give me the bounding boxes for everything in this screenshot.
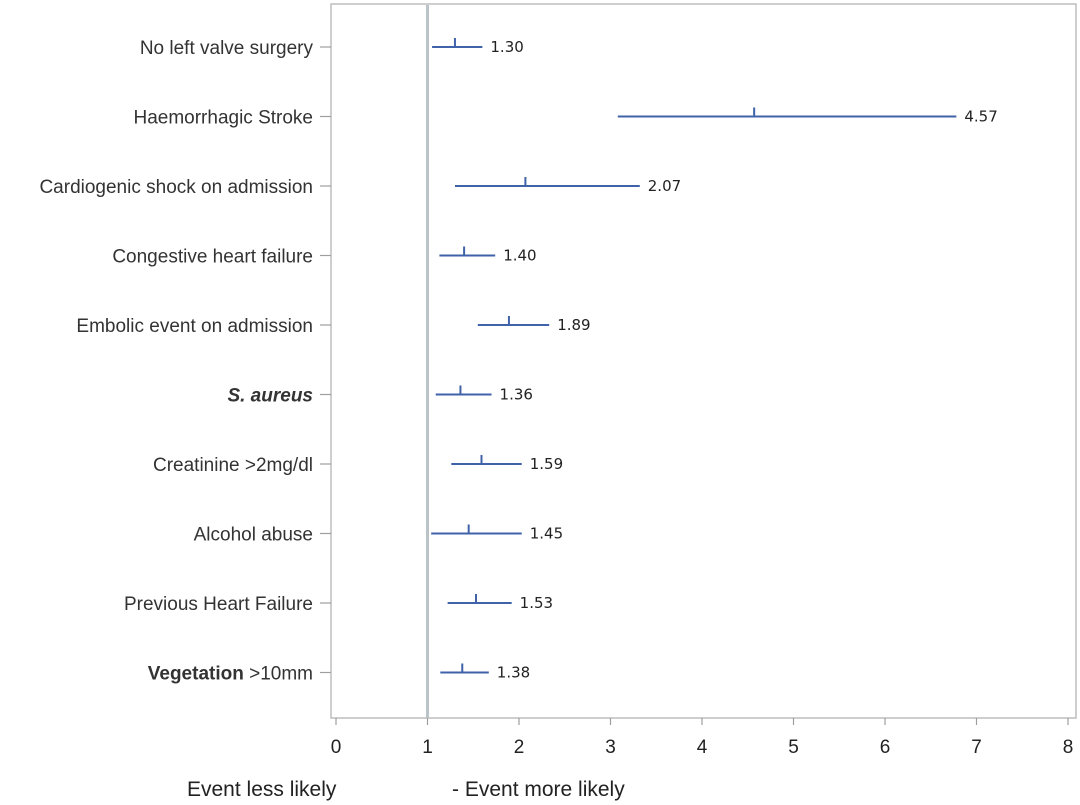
estimate-value-label: 1.53: [520, 594, 553, 612]
category-label: Previous Heart Failure: [124, 594, 313, 615]
estimate-value-label: 1.38: [497, 664, 530, 682]
category-label-part: Cardiogenic shock on admission: [39, 177, 313, 198]
category-label: Vegetation >10mm: [148, 664, 313, 685]
category-label-part: Alcohol abuse: [194, 525, 313, 546]
x-tick-label: 4: [697, 737, 708, 758]
estimate-value-label: 1.40: [503, 247, 536, 265]
category-label: No left valve surgery: [140, 38, 314, 59]
category-label: Alcohol abuse: [194, 525, 313, 546]
category-label-part: Haemorrhagic Stroke: [133, 108, 313, 129]
estimate-value-label: 2.07: [648, 177, 681, 195]
category-label-part: Previous Heart Failure: [124, 594, 313, 615]
category-label: Embolic event on admission: [76, 316, 313, 337]
x-axis-group: 0 1 2 3 4 5 6 7 8: [331, 718, 1074, 758]
estimate-value-label: 1.30: [490, 38, 523, 56]
x-tick-label: 0: [331, 737, 342, 758]
x-tick-label: 6: [880, 737, 891, 758]
category-label-part: S. aureus: [227, 386, 313, 407]
x-tick-label: 2: [514, 737, 525, 758]
estimate-value-label: 4.57: [964, 108, 997, 126]
plot-area-frame: [330, 3, 1077, 719]
category-label-part: >10mm: [244, 664, 313, 685]
category-labels-group: No left valve surgery Haemorrhagic Stroke…: [39, 38, 313, 685]
category-label: S. aureus: [227, 386, 313, 407]
x-tick-label: 7: [971, 737, 982, 758]
category-ticks-group: [320, 46, 331, 674]
estimate-value-label: 1.89: [557, 316, 590, 334]
x-tick-label: 1: [422, 737, 433, 758]
x-tick-label: 8: [1063, 737, 1074, 758]
x-tick-label: 5: [788, 737, 799, 758]
footer-group: Event less likely - Event more likely: [187, 778, 625, 801]
category-label-part: Congestive heart failure: [112, 247, 313, 268]
estimate-value-label: 1.36: [500, 386, 533, 404]
category-label-part: Creatinine >2mg/dl: [153, 455, 313, 476]
category-label-part: Embolic event on admission: [76, 316, 313, 337]
estimate-value-label: 1.45: [530, 525, 563, 543]
estimate-value-label: 1.59: [530, 455, 563, 473]
category-label: Cardiogenic shock on admission: [39, 177, 313, 198]
category-label-part: No left valve surgery: [140, 38, 314, 59]
estimate-marks-group: 1.30 4.57 2.07 1.40 1.89 1.36 1.59 1.45 1.53 1.38: [431, 38, 998, 682]
category-label-part: Vegetation: [148, 664, 244, 685]
x-tick-label: 3: [605, 737, 616, 758]
category-label: Haemorrhagic Stroke: [133, 108, 313, 129]
category-label: Creatinine >2mg/dl: [153, 455, 313, 476]
footer-event-less-likely: Event less likely: [187, 778, 337, 801]
footer-event-more-likely: - Event more likely: [452, 778, 625, 801]
category-label: Congestive heart failure: [112, 247, 313, 268]
